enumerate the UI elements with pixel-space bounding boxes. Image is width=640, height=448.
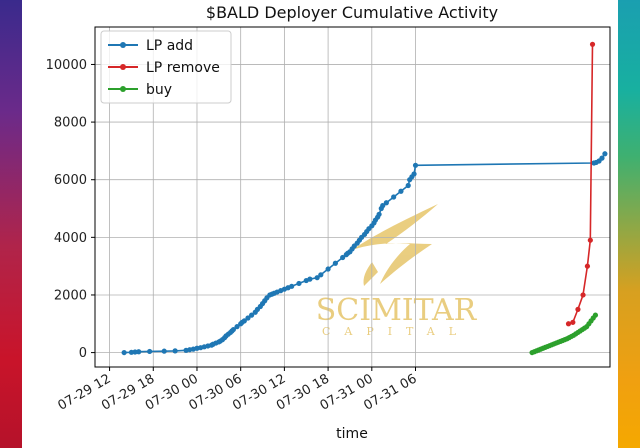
data-point-lp-add-48 xyxy=(307,276,313,282)
data-point-lp-add-83 xyxy=(599,155,605,161)
data-point-lp-remove-0 xyxy=(565,321,572,327)
data-point-lp-remove-6 xyxy=(589,41,596,47)
y-tick-label-2: 4000 xyxy=(54,231,87,246)
data-point-buy-29 xyxy=(592,312,599,318)
data-point-lp-add-4 xyxy=(147,348,153,355)
data-point-lp-add-3 xyxy=(136,349,142,355)
data-point-lp-add-84 xyxy=(602,151,608,157)
data-point-lp-add-73 xyxy=(391,194,397,200)
series-line-lp-remove xyxy=(568,44,594,325)
data-point-lp-add-5 xyxy=(161,348,167,354)
data-point-lp-add-75 xyxy=(405,182,411,189)
legend-label-lp-remove: LP remove xyxy=(146,60,220,76)
watermark-name: SCIMITAR xyxy=(316,293,478,328)
data-point-lp-add-72 xyxy=(383,200,389,206)
data-point-lp-add-29 xyxy=(241,318,247,324)
data-point-lp-remove-5 xyxy=(587,237,593,243)
data-point-lp-remove-1 xyxy=(570,319,576,325)
data-point-lp-add-25 xyxy=(230,326,237,333)
legend-label-buy: buy xyxy=(146,82,172,98)
data-point-lp-add-46 xyxy=(296,280,302,287)
y-tick-label-1: 2000 xyxy=(54,288,87,303)
x-axis-label: time xyxy=(336,426,368,442)
right-border-gradient xyxy=(618,0,640,448)
data-point-lp-add-50 xyxy=(318,272,324,278)
data-point-lp-add-79 xyxy=(412,162,419,168)
data-point-lp-add-26 xyxy=(234,324,240,330)
legend-marker-buy xyxy=(120,86,126,92)
data-point-lp-remove-3 xyxy=(580,292,586,298)
data-point-lp-add-49 xyxy=(314,275,320,281)
y-tick-label-4: 8000 xyxy=(54,116,87,131)
data-point-lp-add-31 xyxy=(249,312,255,318)
data-point-lp-add-45 xyxy=(289,283,295,289)
data-point-lp-add-78 xyxy=(411,171,417,177)
legend: LP add LP remove buy xyxy=(100,30,232,104)
legend-marker-lp-add xyxy=(120,42,126,48)
y-tick-label-5: 10000 xyxy=(46,58,87,73)
data-point-lp-add-69 xyxy=(376,211,382,217)
data-point-lp-add-0 xyxy=(121,349,127,356)
scimitar-watermark-logo: SCIMITAR CAPITAL xyxy=(316,204,478,338)
legend-marker-lp-remove xyxy=(120,64,126,70)
left-border-gradient xyxy=(0,0,22,448)
data-point-lp-add-6 xyxy=(172,348,178,354)
data-point-lp-add-51 xyxy=(325,266,331,272)
watermark-sub: CAPITAL xyxy=(322,325,470,338)
data-point-lp-add-53 xyxy=(340,254,346,261)
data-point-lp-add-52 xyxy=(332,260,338,266)
data-point-lp-add-74 xyxy=(398,188,404,194)
data-point-lp-add-71 xyxy=(380,203,386,209)
y-tick-label-3: 6000 xyxy=(54,173,87,188)
data-point-lp-remove-2 xyxy=(575,306,581,312)
axes-frame xyxy=(94,26,611,368)
data-point-lp-add-30 xyxy=(245,315,251,321)
data-point-lp-remove-4 xyxy=(584,263,591,269)
y-tick-label-0: 0 xyxy=(79,346,87,361)
legend-label-lp-add: LP add xyxy=(146,38,193,54)
chart-title: $BALD Deployer Cumulative Activity xyxy=(206,3,498,22)
